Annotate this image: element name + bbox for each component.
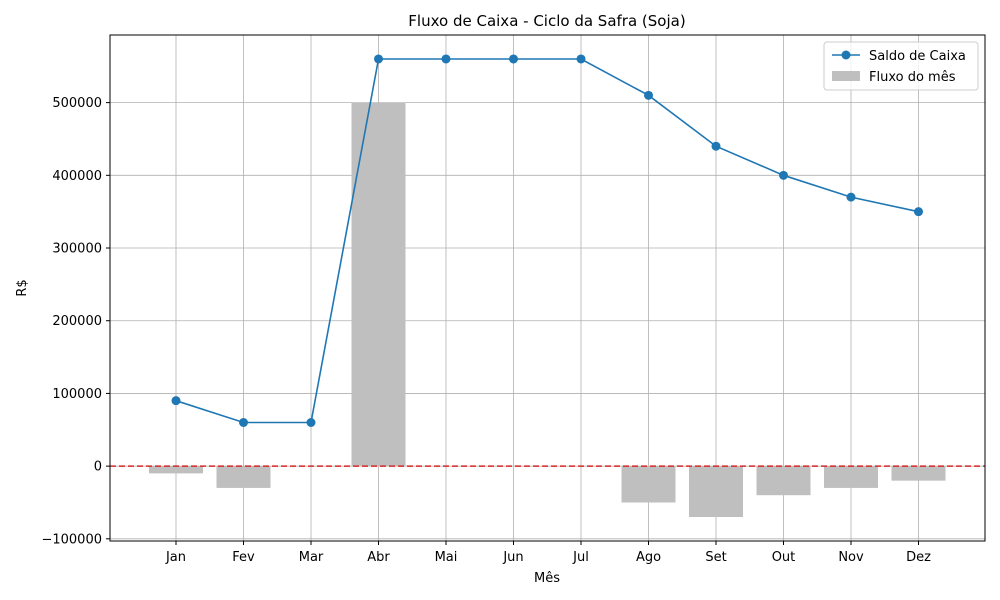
legend-label-fluxo: Fluxo do mês xyxy=(869,70,956,85)
y-tick-label: 0 xyxy=(94,460,102,475)
x-tick-label: Jun xyxy=(502,550,523,565)
x-tick-label: Mar xyxy=(299,550,324,565)
x-tick-label: Mai xyxy=(435,550,458,565)
saldo-point-jan xyxy=(171,396,181,406)
x-axis-title: Mês xyxy=(534,571,560,586)
saldo-point-mar xyxy=(306,417,316,427)
bar-fluxo-out xyxy=(756,466,811,496)
chart-title: Fluxo de Caixa - Ciclo da Safra (Soja) xyxy=(408,12,685,30)
saldo-point-dez xyxy=(914,207,923,217)
saldo-point-jun xyxy=(509,54,518,64)
saldo-de-caixa-line xyxy=(175,58,919,424)
legend-bar-swatch xyxy=(832,71,860,81)
saldo-point-mai xyxy=(441,54,451,64)
saldo-point-fev xyxy=(239,417,248,427)
bar-fluxo-ago xyxy=(621,466,676,503)
x-tick-label: Ago xyxy=(636,550,661,565)
legend: Saldo de Caixa Fluxo do mês xyxy=(823,41,979,91)
saldo-point-nov xyxy=(846,192,856,202)
saldo-point-ago xyxy=(644,90,653,100)
bar-fluxo-nov xyxy=(824,466,878,488)
x-tick-label: Nov xyxy=(838,550,864,565)
x-tick-label: Dez xyxy=(906,550,931,565)
y-axis-title: R$ xyxy=(15,279,30,296)
bar-fluxo-fev xyxy=(216,466,271,488)
bar-fluxo-abr xyxy=(351,102,406,467)
saldo-point-out xyxy=(779,170,788,180)
y-tick-label: 200000 xyxy=(52,314,102,329)
bars-layer xyxy=(149,102,946,518)
saldo-point-set xyxy=(711,141,721,151)
x-tick-label: Out xyxy=(772,550,796,565)
ticks-layer: Jan Fev Mar Abr Mai Jun Jul Ago Set Out Nov Dez −100… xyxy=(41,96,931,565)
legend-label-saldo: Saldo de Caixa xyxy=(869,49,966,64)
y-tick-label: 500000 xyxy=(52,96,102,111)
saldo-point-jul xyxy=(576,54,586,64)
line-layer xyxy=(171,54,923,427)
x-tick-label: Set xyxy=(705,550,726,565)
saldo-point-abr xyxy=(374,54,383,64)
bar-fluxo-jan xyxy=(149,466,203,474)
x-tick-label: Jan xyxy=(165,550,186,565)
legend-marker-swatch xyxy=(841,50,851,60)
y-tick-label: 100000 xyxy=(52,387,102,402)
y-tick-label: −100000 xyxy=(41,532,102,547)
y-tick-label: 400000 xyxy=(52,169,102,184)
bar-fluxo-set xyxy=(689,466,743,518)
x-tick-label: Fev xyxy=(232,550,255,565)
x-tick-label: Jul xyxy=(572,550,589,565)
x-tick-label: Abr xyxy=(367,550,390,565)
legend-box xyxy=(823,41,979,91)
y-tick-label: 300000 xyxy=(52,242,102,257)
bar-fluxo-dez xyxy=(891,466,946,481)
plot-area-border xyxy=(109,34,986,542)
